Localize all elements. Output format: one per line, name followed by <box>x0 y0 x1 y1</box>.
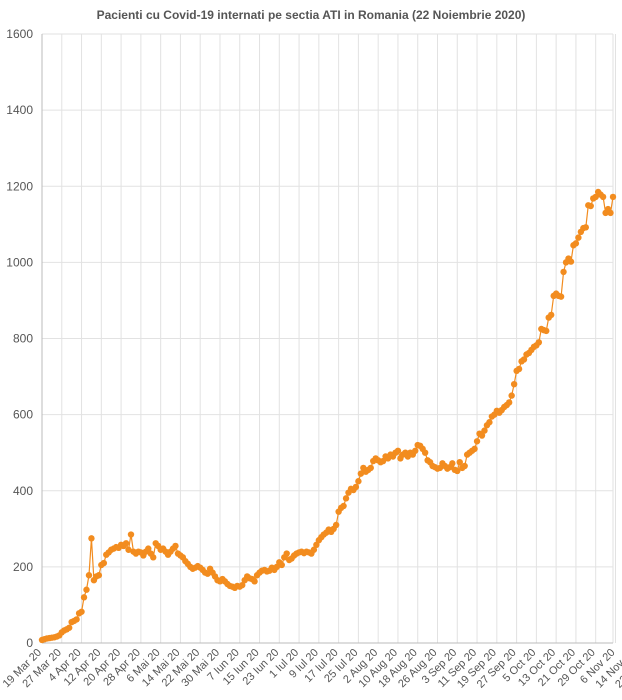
y-tick-label: 1000 <box>6 255 33 269</box>
y-tick-label: 600 <box>13 408 33 422</box>
data-point <box>150 554 157 561</box>
data-point <box>609 193 617 201</box>
data-point <box>543 327 550 335</box>
data-point <box>65 624 73 631</box>
data-point <box>515 365 523 373</box>
y-tick-label: 200 <box>13 560 33 574</box>
data-point <box>520 356 528 363</box>
data-point <box>505 399 513 406</box>
data-point <box>283 550 290 557</box>
data-point <box>340 502 347 510</box>
data-point <box>85 572 93 579</box>
data-point <box>599 193 607 201</box>
data-point <box>95 572 103 579</box>
data-point <box>449 460 456 467</box>
data-point <box>454 467 461 475</box>
y-tick-label: 400 <box>13 484 33 498</box>
y-tick-label: 1400 <box>6 103 33 117</box>
data-point <box>278 561 285 569</box>
data-point <box>456 459 463 466</box>
data-point <box>367 464 374 472</box>
data-point <box>78 608 85 615</box>
data-point <box>80 594 88 601</box>
data-point <box>310 546 318 553</box>
data-point <box>83 586 90 593</box>
data-point <box>508 392 515 399</box>
data-point <box>357 470 365 477</box>
chart-title: Pacienti cu Covid-19 internati pe sectia… <box>96 8 526 22</box>
data-point <box>73 616 80 623</box>
data-point <box>412 447 419 454</box>
y-tick-label: 1200 <box>6 179 33 193</box>
data-point <box>100 559 108 567</box>
data-point <box>572 240 580 247</box>
data-point <box>582 224 590 231</box>
data-point <box>575 234 582 241</box>
data-point <box>486 419 493 426</box>
data-point <box>481 427 488 434</box>
data-point <box>557 293 565 300</box>
data-point <box>125 546 132 553</box>
data-point <box>471 445 478 453</box>
series-layer <box>38 188 617 644</box>
data-point <box>510 380 518 388</box>
data-point <box>548 311 555 319</box>
data-point <box>127 531 135 538</box>
data-point <box>204 570 211 577</box>
data-point <box>352 483 360 491</box>
data-point <box>560 268 567 276</box>
data-point <box>592 193 599 201</box>
data-point <box>461 462 468 470</box>
data-point <box>473 438 481 445</box>
data-point <box>587 202 594 210</box>
data-point <box>145 545 152 552</box>
data-point <box>172 542 179 550</box>
y-tick-label: 0 <box>26 636 33 650</box>
data-point <box>88 535 95 542</box>
y-tick-label: 800 <box>13 332 33 346</box>
data-point <box>355 478 362 485</box>
data-point <box>122 540 130 547</box>
data-point <box>394 447 402 454</box>
series-line <box>41 190 614 641</box>
data-point <box>478 432 486 439</box>
data-point <box>607 209 614 217</box>
y-tick-label: 1600 <box>6 27 33 41</box>
axis-layer <box>41 34 613 644</box>
data-point <box>251 578 258 585</box>
data-point <box>332 521 340 529</box>
data-point <box>567 258 575 265</box>
data-point <box>239 581 246 589</box>
data-point <box>535 339 543 346</box>
data-point <box>421 449 429 456</box>
data-point <box>342 495 350 502</box>
